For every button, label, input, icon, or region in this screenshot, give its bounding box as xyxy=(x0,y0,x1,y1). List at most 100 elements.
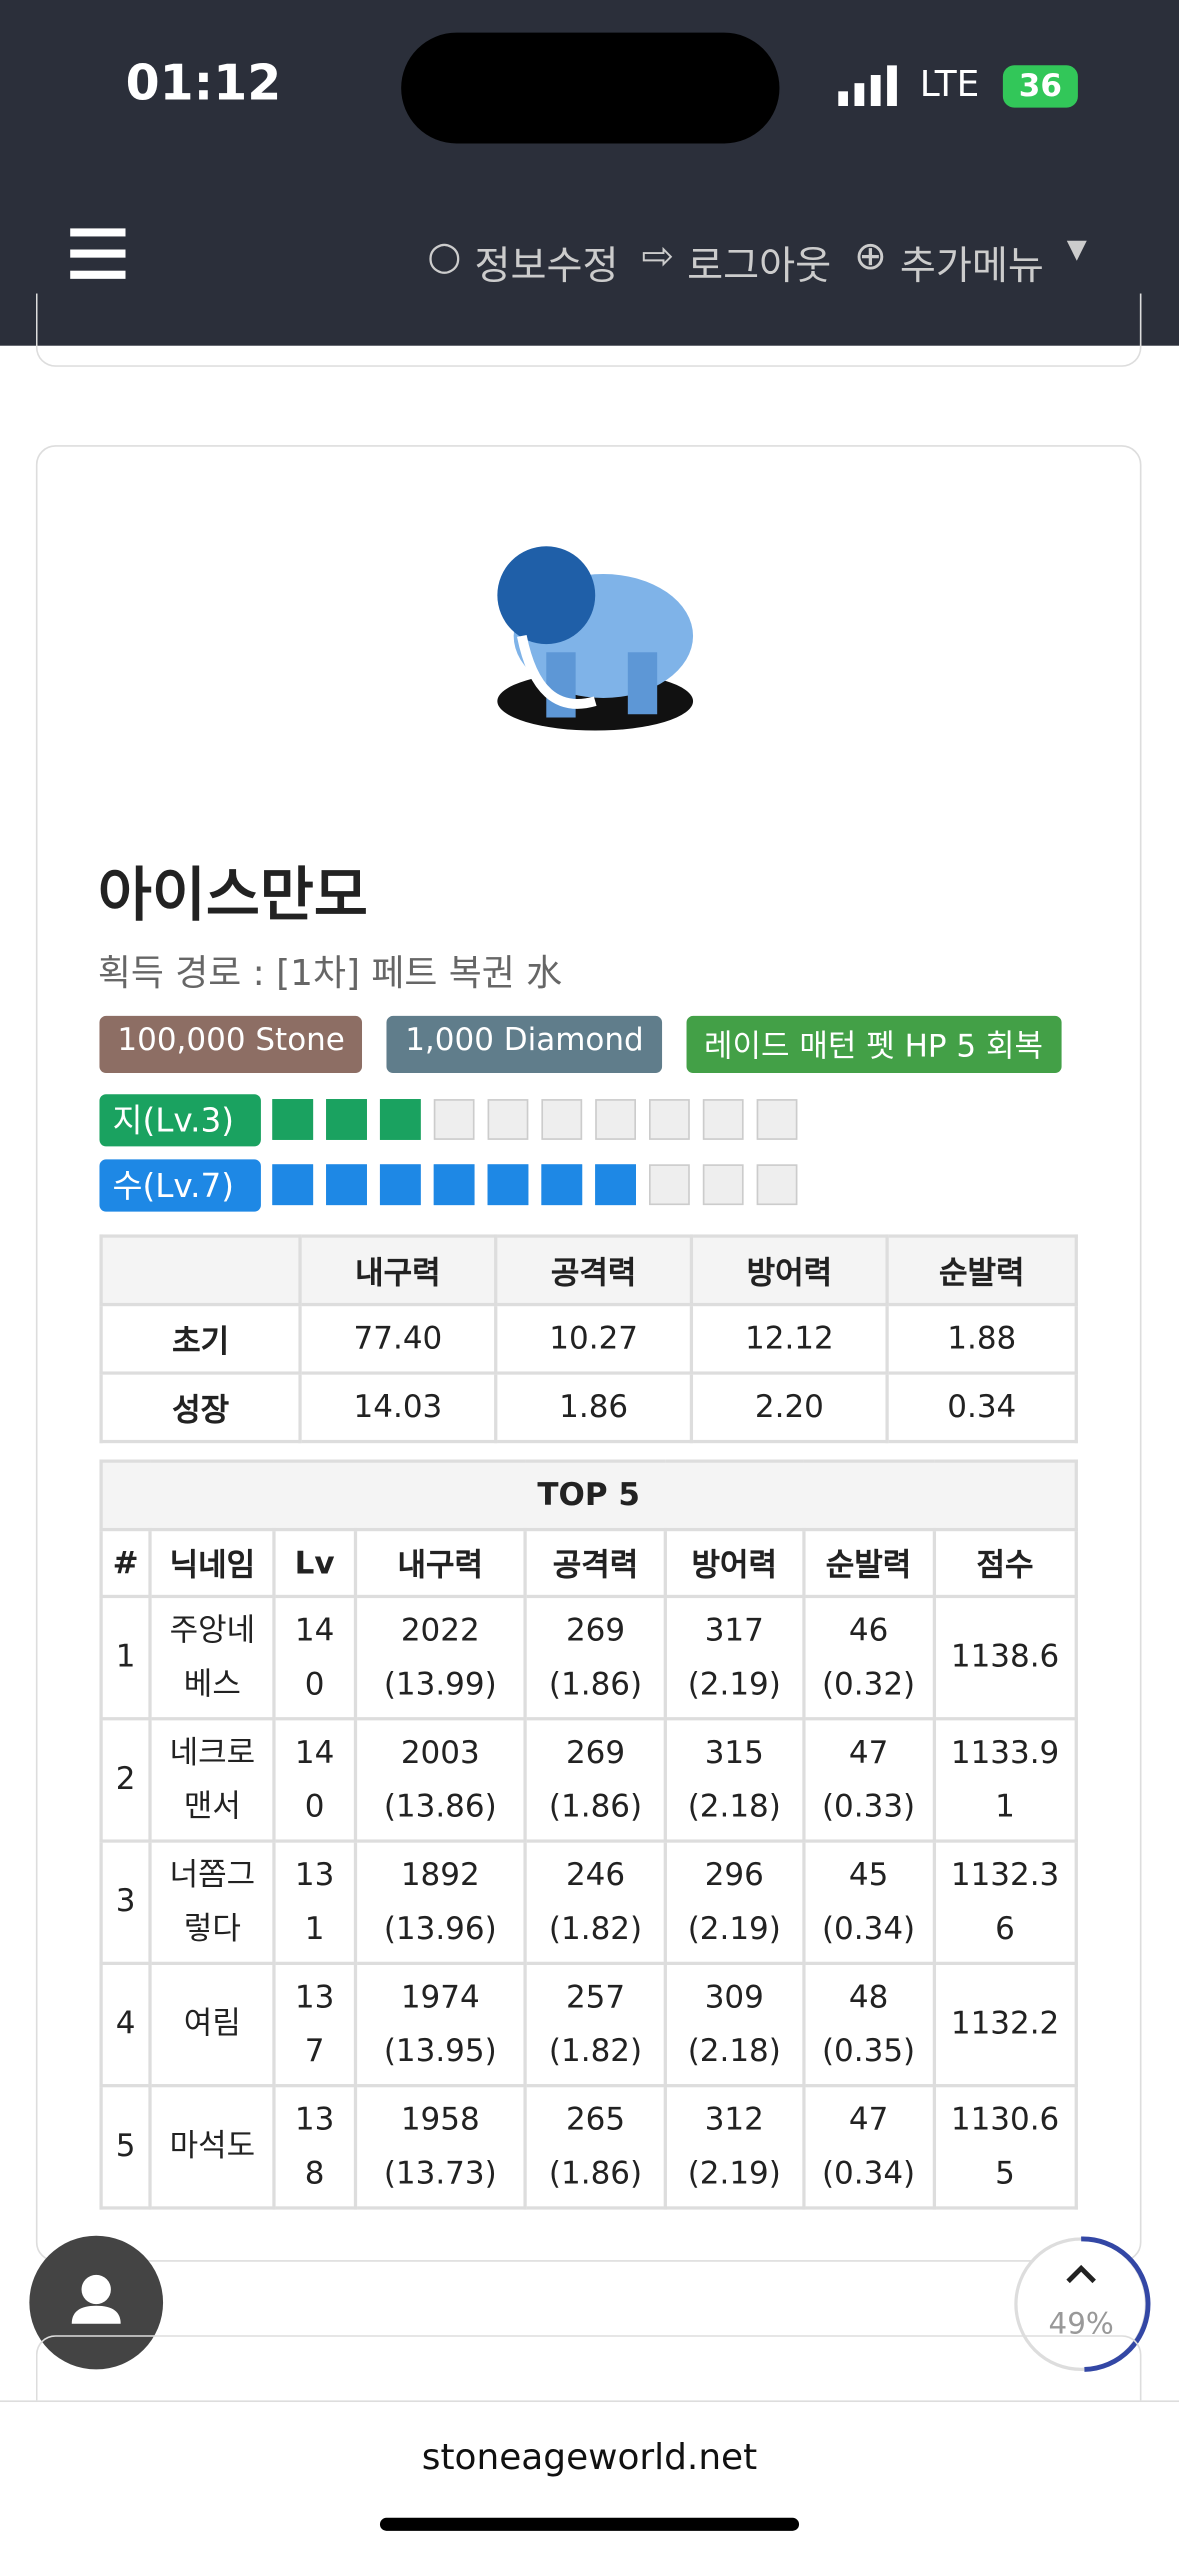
cell-line: 309 xyxy=(704,1978,764,2015)
browser-bar xyxy=(0,2400,1179,2559)
cell-line: 1892 xyxy=(400,1856,480,1893)
cell: 257 (1.82) xyxy=(524,1961,667,2088)
cell: 46 (0.32) xyxy=(801,1594,936,1721)
level-square xyxy=(379,1099,421,1140)
url: stoneageworld.net xyxy=(421,2437,758,2479)
cell-line: 265 xyxy=(565,2101,626,2138)
dropdown: ▼ xyxy=(1066,233,1087,265)
cell-line: (0.34) xyxy=(821,1910,916,1947)
cell: 1132.36 xyxy=(932,1839,1078,1965)
header-cell: # xyxy=(99,1527,152,1599)
header-cell: 순발력 xyxy=(801,1527,936,1599)
cell: 131 xyxy=(272,1839,357,1965)
row: # 닉네임 Lv 내구력 공격력 방어력 순발력 점수 xyxy=(99,1527,1078,1599)
level-square xyxy=(595,1164,636,1206)
level-square xyxy=(702,1164,744,1206)
next-card xyxy=(35,2335,1142,2403)
cell-line: (1.86) xyxy=(548,1665,643,1702)
table-title: TOP 5 xyxy=(99,1459,1078,1532)
cell-line: 2022 xyxy=(400,1611,480,1648)
header-cell: 점수 xyxy=(932,1527,1078,1599)
row: 4 여림 137 1974 (13.95) 257 (1.82) 309 (2.18) 48 (0.… xyxy=(99,1961,1078,2088)
cell-line: (13.99) xyxy=(383,1665,497,1702)
cell: 309 (2.18) xyxy=(663,1961,805,2088)
cell: 주앙네베스 xyxy=(148,1594,277,1721)
cell-line: (2.19) xyxy=(687,2154,781,2191)
cell: 296 (2.19) xyxy=(663,1839,805,1965)
header-cell: 방어력 xyxy=(689,1234,889,1307)
cell: 2.20 xyxy=(689,1371,889,1444)
level-square xyxy=(487,1099,529,1140)
row-label: 초기 xyxy=(99,1302,302,1375)
cell-line: 47 xyxy=(848,2101,889,2138)
level-square xyxy=(756,1164,798,1206)
badge: 1,000 Diamond xyxy=(387,1015,662,1074)
level-square xyxy=(379,1164,421,1206)
cell: 315 (2.18) xyxy=(663,1717,805,1843)
cell: 1974 (13.95) xyxy=(353,1961,528,2088)
cell-line: 269 xyxy=(565,1734,626,1771)
header-cell: 방어력 xyxy=(663,1527,805,1599)
cell: 138 xyxy=(272,2084,357,2210)
network: LTE xyxy=(919,65,980,106)
level-square xyxy=(595,1099,636,1140)
level-square xyxy=(649,1164,690,1206)
cell-line: (1.82) xyxy=(548,1910,643,1947)
nav-icon: ⊕ xyxy=(854,233,887,279)
cell-line: (1.82) xyxy=(548,2032,643,2069)
cell-line: 317 xyxy=(704,1611,764,1648)
cell: 14.03 xyxy=(298,1371,498,1444)
row: 성장 14.03 1.86 2.20 0.34 xyxy=(99,1371,1078,1444)
cell: 317 (2.19) xyxy=(663,1594,805,1721)
cell: 너쫌그렇다 xyxy=(148,1839,277,1965)
scroll-top[interactable] xyxy=(1011,2234,1151,2374)
header-cell: 내구력 xyxy=(298,1234,498,1307)
cell-line: 45 xyxy=(848,1856,889,1893)
battery: 36 xyxy=(1002,65,1078,108)
signal xyxy=(838,65,897,106)
cell: 1958 (13.73) xyxy=(353,2084,528,2210)
cell-line: (13.73) xyxy=(383,2154,497,2191)
badge: 100,000 Stone xyxy=(99,1015,363,1074)
element-label: 지(Lv.3) xyxy=(99,1094,261,1147)
cell-line: 246 xyxy=(565,1856,626,1893)
row: 5 마석도 138 1958 (13.73) 265 (1.86) 312 (2.19) 47 (0… xyxy=(99,2084,1078,2210)
island xyxy=(401,32,780,144)
cell-line: (1.86) xyxy=(548,1788,643,1824)
cell-line: (0.35) xyxy=(821,2032,916,2069)
cell: 1892 (13.96) xyxy=(353,1839,528,1965)
cell: 2003 (13.86) xyxy=(353,1717,528,1843)
nav: ○ 정보수정 ⇨ 로그아웃 ⊕ 추가메뉴 ▼ xyxy=(417,233,1087,290)
cell-line: 257 xyxy=(565,1978,626,2015)
nav-item[interactable]: 정보수정 xyxy=(474,242,619,289)
cell-line: 1974 xyxy=(400,1978,480,2015)
nav-item[interactable]: 로그아웃 xyxy=(687,242,832,289)
pet-name: 아이스만모 xyxy=(97,862,368,930)
cell: 140 xyxy=(272,1594,357,1721)
cell-line: 296 xyxy=(704,1856,764,1893)
cell: 12.12 xyxy=(689,1302,889,1375)
cell: 246 (1.82) xyxy=(524,1839,667,1965)
time: 01:12 xyxy=(125,55,282,113)
cell-line: (2.19) xyxy=(687,1665,781,1702)
cell-line: 312 xyxy=(704,2101,764,2138)
cell-line: (0.34) xyxy=(821,2154,916,2191)
header-cell: 닉네임 xyxy=(148,1527,277,1599)
cell-line: 269 xyxy=(565,1611,626,1648)
menu-button[interactable] xyxy=(70,228,126,280)
cell: 48 (0.35) xyxy=(801,1961,936,2088)
row: TOP 5 xyxy=(99,1459,1078,1532)
cell: 269 (1.86) xyxy=(524,1594,667,1721)
cell: 265 (1.86) xyxy=(524,2084,667,2210)
cell: 0.34 xyxy=(885,1371,1078,1444)
row: 초기 77.40 10.27 12.12 1.88 xyxy=(99,1302,1078,1375)
cell-line: (2.18) xyxy=(687,2032,781,2069)
nav-item[interactable]: 추가메뉴 xyxy=(899,242,1044,289)
header-cell: 순발력 xyxy=(885,1234,1078,1307)
cell: 1130.65 xyxy=(932,2084,1078,2210)
cell: 2 xyxy=(99,1717,152,1843)
source: 획득 경로 : [1차] 페트 복권 水 xyxy=(97,953,563,995)
cell: 1 xyxy=(99,1594,152,1721)
corner xyxy=(99,1234,302,1307)
cell-line: (2.18) xyxy=(687,1788,781,1824)
